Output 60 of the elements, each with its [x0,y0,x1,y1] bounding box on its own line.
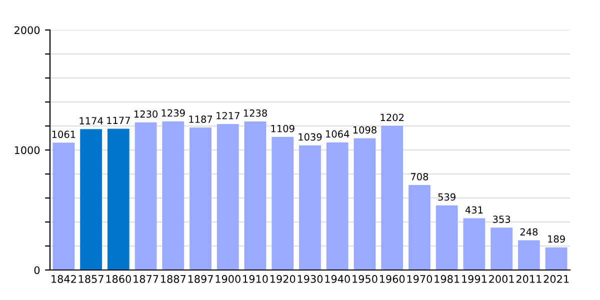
data-label: 1202 [380,114,404,122]
x-tick-label: 1842 [52,275,76,283]
data-label: 1230 [134,110,158,118]
bar [134,122,157,270]
data-label: 1061 [52,130,76,138]
data-label: 1064 [326,130,350,138]
bar [463,218,486,270]
x-tick-label: 1887 [161,275,186,283]
bar [272,136,294,270]
x-tick-label: 2011 [516,275,542,283]
bar [299,145,321,270]
bar [190,128,212,270]
bar [326,142,348,270]
x-tick-label: 1981 [434,275,460,283]
bar [52,142,75,270]
data-label: 539 [438,193,456,201]
x-tick-label: 1920 [270,275,296,283]
data-label: 1217 [216,112,240,120]
x-tick-label: 1970 [407,275,432,283]
bar [162,121,184,270]
data-label: 1177 [107,116,130,124]
data-label: 353 [493,216,510,223]
x-tick-label: 1897 [188,275,213,283]
x-tick-label: 1857 [78,275,104,283]
bar [381,126,404,270]
x-tick-label: 1930 [298,275,323,283]
y-tick-label: 0 [34,266,40,274]
x-tick-label: 1860 [106,275,131,283]
data-label: 1187 [189,116,212,123]
data-label: 1039 [298,133,322,141]
y-tick-label: 2000 [14,26,40,34]
x-tick-label: 2001 [489,275,514,283]
x-tick-label: 2021 [544,275,569,283]
data-label: 248 [520,228,538,236]
x-tick-label: 1950 [352,275,378,283]
data-label: 1174 [80,117,103,124]
bar [490,228,513,270]
bar [545,247,568,270]
bar [436,205,458,270]
bar [244,121,266,270]
x-tick-label: 1910 [243,275,268,283]
bar [216,124,239,270]
bar [518,240,540,270]
bar [107,128,130,270]
data-label: 1239 [162,109,185,117]
x-tick-label: 1900 [216,275,240,283]
x-tick-label: 1991 [462,275,487,283]
bar [408,185,430,270]
data-label: 189 [548,235,565,243]
data-label: 1109 [271,124,294,132]
x-tick-label: 1940 [325,275,350,283]
bar [80,129,102,270]
bar [354,138,376,270]
y-tick-label: 1000 [14,146,40,154]
x-tick-label: 1877 [134,275,158,283]
x-tick-label: 1960 [380,275,405,283]
data-label: 1098 [353,126,376,134]
data-label: 431 [465,206,483,214]
data-label: 708 [410,173,428,180]
data-label: 1238 [244,109,267,117]
